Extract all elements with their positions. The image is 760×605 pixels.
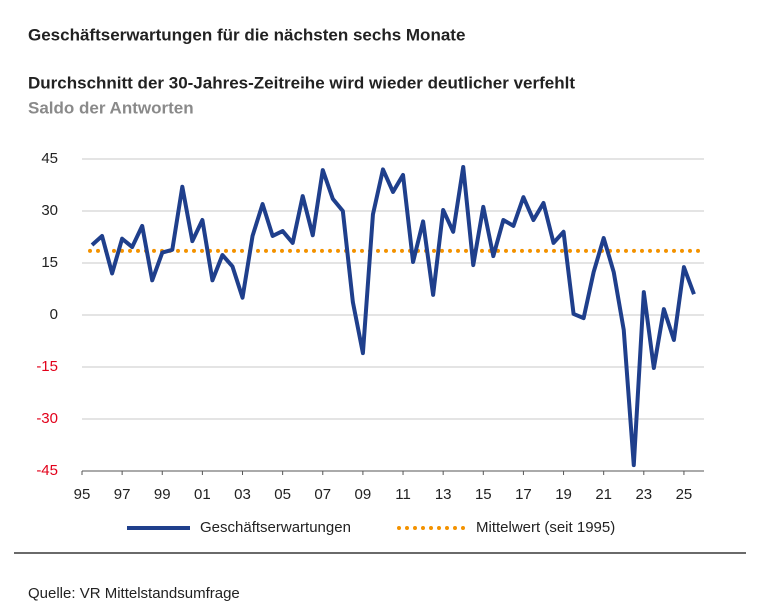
x-tick-label: 05 [274,486,291,503]
x-tick-label: 07 [314,486,331,503]
x-tick-label: 01 [194,486,211,503]
series-line [90,164,696,468]
x-tick-label: 97 [114,486,131,503]
x-tick-label: 25 [676,486,693,503]
x-tick-label: 17 [515,486,532,503]
legend-label: Geschäftserwartungen [200,519,351,536]
x-tick-label: 11 [395,486,411,503]
legend-label: Mittelwert (seit 1995) [476,519,615,536]
x-tick-label: 99 [154,486,171,503]
x-tick-label: 95 [74,486,91,503]
y-tick-label: 45 [41,150,58,167]
source: Quelle: VR Mittelstandsumfrage [28,585,240,602]
y-tick-label: 0 [50,306,58,323]
x-tick-label: 09 [355,486,372,503]
y-tick-label: 30 [41,202,58,219]
y-tick-label: -45 [36,462,58,479]
x-tick-label: 03 [234,486,251,503]
chart-subtitle: Saldo der Antworten [28,98,194,117]
page-header: Geschäftserwartungen für die nächsten se… [28,25,465,44]
x-tick-label: 15 [475,486,492,503]
y-tick-label: -30 [36,410,58,427]
chart-title: Durchschnitt der 30-Jahres-Zeitreihe wir… [28,73,575,92]
x-tick-label: 13 [435,486,452,503]
x-tick-label: 19 [555,486,572,503]
y-tick-label: -15 [36,358,58,375]
y-tick-label: 15 [41,254,58,271]
x-tick-label: 23 [635,486,652,503]
x-tick-label: 21 [595,486,612,503]
